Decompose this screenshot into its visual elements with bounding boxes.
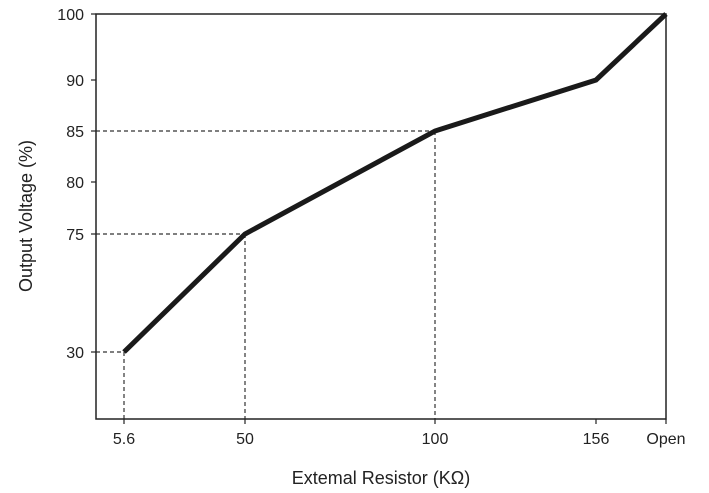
x-tick-label: 156 — [583, 431, 610, 448]
y-axis-ticks — [91, 13, 96, 353]
y-tick-label: 80 — [66, 175, 84, 192]
series-line — [122, 12, 668, 354]
x-tick-label: 50 — [236, 431, 254, 448]
plot-frame — [95, 13, 667, 420]
x-tick-label: Open — [646, 431, 685, 448]
y-axis-title: Output Voltage (%) — [16, 140, 36, 292]
x-tick-label: 100 — [422, 431, 449, 448]
y-tick-labels: 100 90 85 80 75 30 — [57, 7, 84, 362]
x-axis-title: Extemal Resistor (KΩ) — [292, 468, 471, 488]
y-tick-label: 75 — [66, 227, 84, 244]
x-tick-label: 5.6 — [113, 431, 135, 448]
x-tick-labels: 5.6 50 100 156 Open — [113, 431, 686, 448]
y-tick-label: 100 — [57, 7, 84, 24]
x-axis-ticks — [123, 419, 667, 424]
y-tick-label: 30 — [66, 345, 84, 362]
reference-lines — [96, 130, 436, 419]
y-tick-label: 85 — [66, 124, 84, 141]
y-tick-label: 90 — [66, 73, 84, 90]
